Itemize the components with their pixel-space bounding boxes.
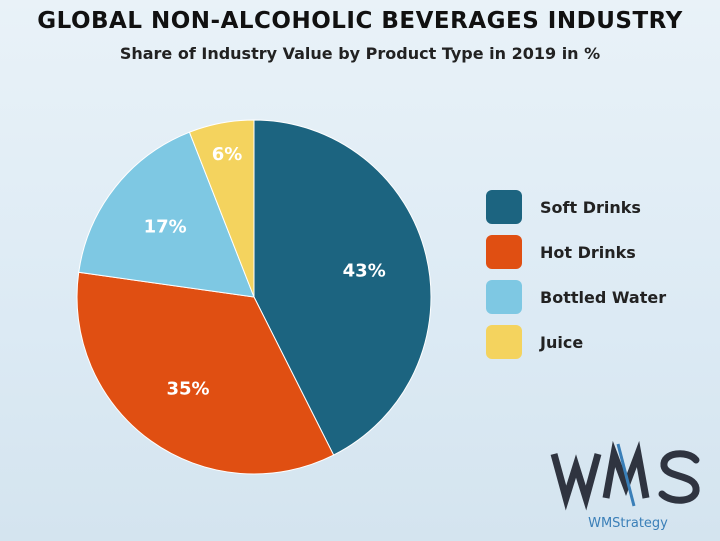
- legend-label-hot-drinks: Hot Drinks: [540, 242, 636, 262]
- data-label-hot-drinks: 35%: [166, 379, 209, 400]
- legend-label-bottled-water: Bottled Water: [540, 287, 667, 307]
- legend-item-juice: Juice: [486, 325, 666, 359]
- wms-logo: WMStrategy: [548, 436, 708, 532]
- data-label-soft-drinks: 43%: [343, 260, 386, 281]
- chart-subtitle: Share of Industry Value by Product Type …: [119, 44, 601, 63]
- legend-swatch-hot-drinks: [486, 235, 522, 269]
- pie-slice-hot-drinks: [76, 271, 335, 475]
- legend-item-hot-drinks: Hot Drinks: [486, 235, 666, 269]
- wms-logo-mark: [550, 440, 700, 511]
- legend: Soft Drinks Hot Drinks Bottled Water Jui…: [486, 190, 666, 370]
- data-label-juice: 6%: [212, 144, 243, 165]
- brand-name: WMStrategy: [588, 516, 668, 531]
- legend-swatch-bottled-water: [486, 280, 522, 314]
- legend-label-juice: Juice: [540, 332, 584, 352]
- data-label-bottled-water: 17%: [144, 216, 187, 237]
- pie-slice-juice: [188, 119, 255, 298]
- pie-slice-bottled-water: [78, 131, 255, 298]
- pie-slice-soft-drinks: [253, 119, 432, 456]
- chart-title: GLOBAL NON-ALCOHOLIC BEVERAGES INDUSTRY: [37, 8, 683, 34]
- legend-swatch-soft-drinks: [486, 190, 522, 224]
- legend-item-bottled-water: Bottled Water: [486, 280, 666, 314]
- legend-label-soft-drinks: Soft Drinks: [540, 197, 641, 217]
- legend-swatch-juice: [486, 325, 522, 359]
- legend-item-soft-drinks: Soft Drinks: [486, 190, 666, 224]
